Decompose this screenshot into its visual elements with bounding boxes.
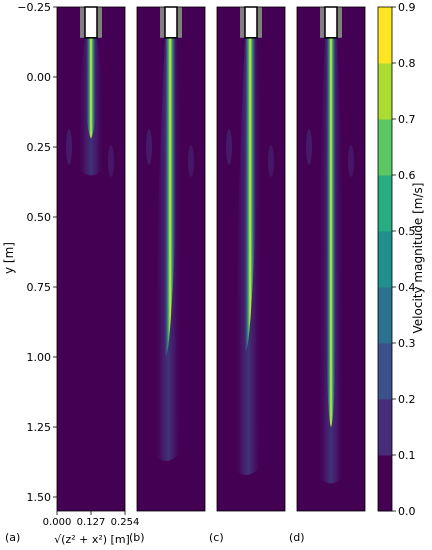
colorbar-tick-label: 0.3 — [398, 337, 416, 350]
colorbar-band — [378, 175, 392, 232]
y-axis: −0.25 0.00 0.25 0.50 0.75 1.00 1.25 1.50 — [17, 1, 57, 504]
panel-frame — [136, 6, 206, 512]
panel-b: (b) — [129, 6, 206, 544]
panel-label: (d) — [289, 531, 305, 544]
colorbar-tick-label: 0.1 — [398, 449, 416, 462]
y-tick-label: 0.50 — [27, 211, 52, 224]
colorbar-tick-label: 0.6 — [398, 169, 416, 182]
colorbar-tick-label: 0.2 — [398, 393, 416, 406]
colorbar-band — [378, 63, 392, 120]
colorbar-frame — [377, 6, 393, 512]
colorbar-tick-label: 0.8 — [398, 57, 416, 70]
colorbar-band — [378, 343, 392, 400]
side-eddy — [188, 145, 194, 177]
y-tick-label: 0.00 — [27, 71, 52, 84]
y-axis-label: y [m] — [2, 242, 16, 274]
panel-frame — [296, 6, 366, 512]
y-tick-label: 0.75 — [27, 281, 52, 294]
colorbar-band — [378, 455, 392, 512]
side-eddy — [268, 145, 274, 177]
panel-label: (a) — [5, 531, 20, 544]
side-eddy — [146, 129, 152, 165]
y-tick-label: 1.00 — [27, 351, 52, 364]
panel-a: (a) — [5, 6, 126, 544]
nozzle-opening — [244, 6, 258, 39]
heatmap-panels: (a) (b) (c) (d) — [5, 6, 366, 544]
x-tick-label: 0.127 — [77, 517, 106, 528]
side-eddy — [226, 129, 232, 165]
nozzle-opening — [324, 6, 338, 39]
colorbar-tick-label: 0.0 — [398, 505, 416, 518]
nozzle-opening — [164, 6, 178, 39]
panel-d: (d) — [289, 6, 366, 544]
colorbar-band — [378, 119, 392, 176]
colorbar-band — [378, 7, 392, 64]
nozzle-opening — [84, 6, 98, 39]
side-eddy — [108, 145, 114, 177]
panel-c: (c) — [209, 6, 286, 544]
jet-core — [243, 37, 257, 352]
side-eddy — [306, 129, 312, 165]
y-tick-label: −0.25 — [17, 1, 51, 14]
y-tick-label: 1.25 — [27, 421, 52, 434]
colorbar-tick-label: 0.5 — [398, 225, 416, 238]
colorbar-tick-label: 0.4 — [398, 281, 416, 294]
x-axis: 0.000 0.127 0.254 — [43, 511, 140, 528]
side-eddy — [348, 145, 354, 177]
colorbar-band — [378, 287, 392, 344]
colorbar-tick-label: 0.9 — [398, 1, 416, 14]
colorbar-tick-label: 0.7 — [398, 113, 416, 126]
colorbar: 0.0 0.1 0.2 0.3 0.4 0.5 0.6 0.7 0.8 0.9 — [377, 1, 416, 518]
y-tick-label: 0.25 — [27, 141, 52, 154]
side-eddy — [66, 129, 72, 165]
colorbar-band — [378, 231, 392, 288]
x-tick-label: 0.000 — [43, 517, 72, 528]
panel-label: (b) — [129, 531, 145, 544]
x-axis-label: √(z² + x²) [m] — [54, 533, 130, 546]
y-tick-label: 1.50 — [27, 491, 52, 504]
colorbar-label: Velocity magnitude [m/s] — [411, 183, 425, 334]
colorbar-band — [378, 399, 392, 456]
panel-frame — [216, 6, 286, 512]
x-tick-label: 0.254 — [111, 517, 140, 528]
jet-core — [325, 37, 337, 428]
panel-label: (c) — [209, 531, 224, 544]
jet-core — [85, 37, 97, 139]
jet-core — [163, 37, 177, 358]
